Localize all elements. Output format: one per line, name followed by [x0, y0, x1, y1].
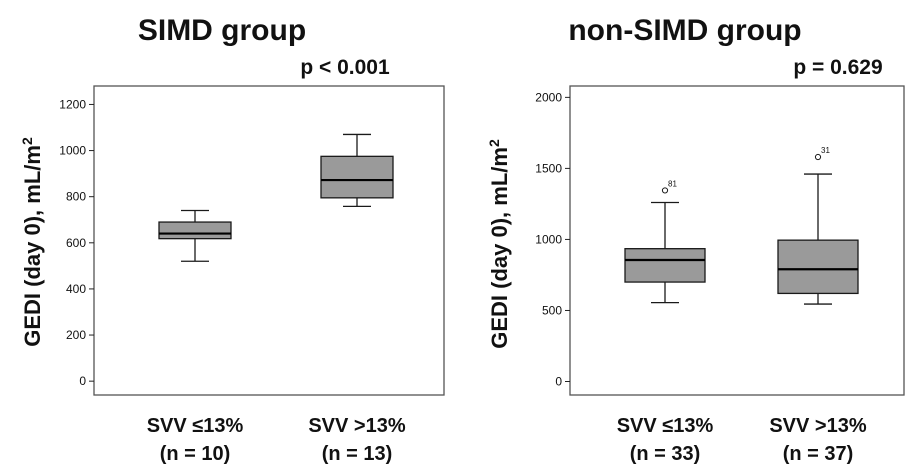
y-tick-label: 1000 — [535, 232, 562, 246]
p-value: p < 0.001 — [300, 56, 390, 79]
outlier-point — [814, 153, 822, 161]
outlier-point — [661, 187, 669, 194]
y-axis-label: GEDI (day 0), mL/m2 — [486, 139, 512, 349]
y-axis: 0 200 400 600 800 1000 1200 — [59, 97, 94, 388]
y-tick-label: 1200 — [59, 97, 86, 111]
p-value: p = 0.629 — [793, 56, 882, 79]
panel-simd: SIMD group p < 0.001 GEDI (day 0), mL/m2… — [19, 14, 445, 465]
iqr-box — [158, 221, 232, 240]
category-label: SVV ≤13% — [147, 415, 244, 437]
boxes: 81 31 — [624, 146, 859, 305]
category-count: (n = 33) — [630, 443, 701, 465]
panel-title: SIMD group — [138, 14, 306, 47]
outlier-label: 31 — [821, 146, 830, 155]
box-1: 81 — [624, 179, 706, 304]
y-tick-label: 0 — [555, 375, 562, 389]
y-tick-label: 500 — [542, 303, 562, 317]
y-tick-label: 0 — [79, 374, 86, 388]
category-count: (n = 37) — [783, 443, 854, 465]
outlier-label: 81 — [668, 179, 677, 188]
category-label: SVV >13% — [308, 415, 406, 437]
panel-title: non-SIMD group — [568, 14, 801, 47]
plot-frame — [93, 85, 445, 396]
y-tick-label: 400 — [66, 282, 86, 296]
boxes — [158, 133, 394, 262]
y-tick-label: 2000 — [535, 90, 562, 104]
y-tick-label: 200 — [66, 328, 86, 342]
category-count: (n = 13) — [322, 443, 393, 465]
iqr-box — [320, 155, 394, 199]
category-label: SVV >13% — [769, 415, 867, 437]
y-tick-label: 600 — [66, 236, 86, 250]
box-1 — [158, 209, 232, 262]
iqr-box — [777, 239, 859, 295]
category-count: (n = 10) — [160, 443, 231, 465]
y-tick-label: 1500 — [535, 161, 562, 175]
y-axis: 0 500 1000 1500 2000 — [535, 90, 570, 389]
y-tick-label: 800 — [66, 190, 86, 204]
y-tick-label: 1000 — [59, 144, 86, 158]
plot-frame — [569, 85, 905, 396]
y-axis-label: GEDI (day 0), mL/m2 — [19, 137, 45, 347]
box-2: 31 — [777, 146, 859, 305]
category-label: SVV ≤13% — [617, 415, 714, 437]
box-2 — [320, 133, 394, 208]
panel-non-simd: non-SIMD group p = 0.629 GEDI (day 0), m… — [486, 14, 905, 465]
iqr-box — [624, 248, 706, 283]
